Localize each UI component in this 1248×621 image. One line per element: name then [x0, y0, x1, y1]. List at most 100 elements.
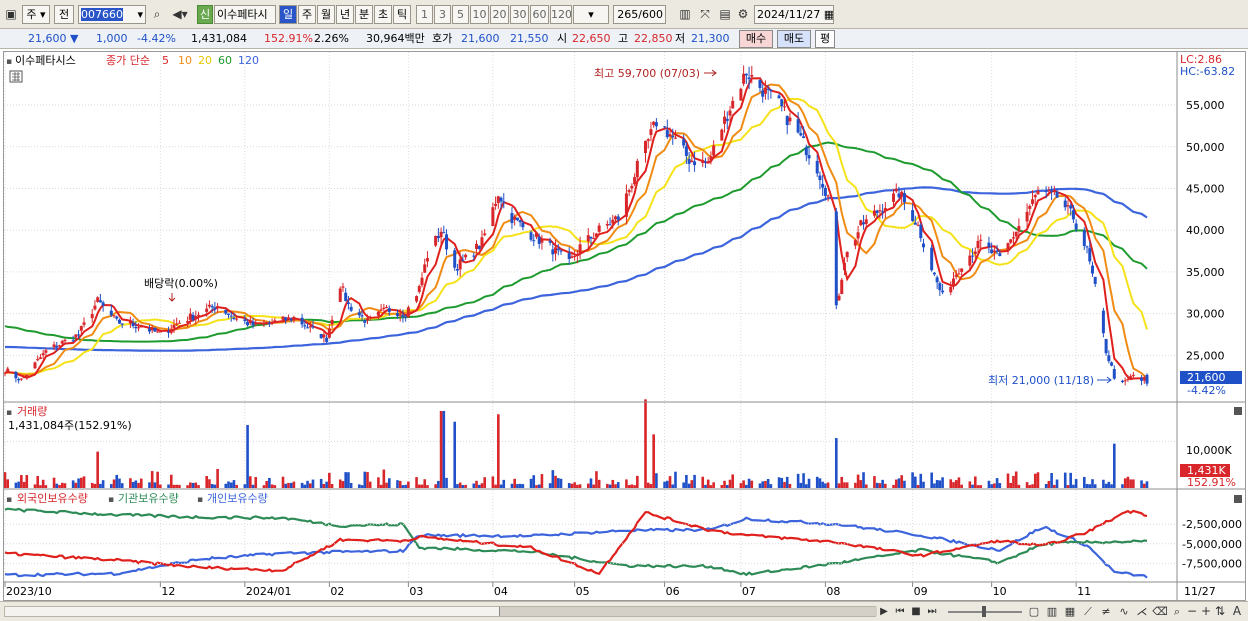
chart-area[interactable]: 55,000 50,000 45,000 40,000 35,000 30,000 25,0… — [3, 51, 1246, 601]
pattern-icon[interactable]: ⋌ — [1136, 605, 1148, 618]
holdings-legend-marker-3: ▪ — [197, 495, 203, 505]
period-tab-3[interactable]: 년 — [336, 5, 354, 24]
window-menu-icon[interactable]: ▣ — [5, 7, 17, 21]
interval-tab-60[interactable]: 60 — [530, 5, 549, 24]
legend-ma120[interactable]: 120 — [238, 54, 259, 67]
ma60-line — [4, 141, 1148, 343]
legend-ma-title[interactable]: 종가 단순 — [106, 54, 150, 67]
legend-ma60[interactable]: 60 — [218, 54, 232, 67]
settings-icon[interactable]: ⚙ — [737, 7, 749, 21]
legend-institution[interactable]: 기관보유수량 — [118, 492, 179, 505]
stock-chart[interactable]: 55,000 50,000 45,000 40,000 35,000 30,000 25,0… — [3, 52, 1245, 600]
fibo-icon[interactable]: ≠ — [1101, 605, 1111, 618]
volume-panel-close-icon[interactable] — [1234, 407, 1242, 415]
sell-button[interactable]: 매도 — [777, 30, 811, 48]
zoom-out-icon[interactable]: − — [1186, 604, 1198, 618]
period-tab-1[interactable]: 주 — [298, 5, 316, 24]
text-tool-icon[interactable]: A — [1232, 604, 1242, 618]
zoom-in-icon[interactable]: + — [1200, 604, 1212, 618]
legend-stock-name[interactable]: 이수페타시스 — [15, 54, 76, 67]
eraser-icon[interactable]: ⌫ — [1152, 605, 1168, 618]
volume-bar — [287, 482, 290, 488]
volume-bar — [14, 482, 18, 488]
candle-body — [300, 317, 304, 325]
reset-icon[interactable]: ⇅ — [1214, 604, 1226, 618]
volume-bar — [720, 485, 724, 488]
period-tab-5[interactable]: 초 — [374, 5, 392, 24]
stop-icon[interactable]: ■ — [911, 606, 921, 617]
volume-bar — [456, 484, 459, 488]
legend-ma10[interactable]: 10 — [178, 54, 192, 67]
sound-icon[interactable]: ◀▾ — [172, 7, 188, 21]
interval-tab-20[interactable]: 20 — [490, 5, 509, 24]
scroll-thumb[interactable] — [499, 607, 877, 616]
rewind-icon[interactable]: ⏮ — [895, 606, 905, 617]
count-field[interactable]: 265/600 — [613, 5, 666, 24]
volume-bar — [777, 477, 781, 488]
period-tab-4[interactable]: 분 — [355, 5, 373, 24]
volume-bar — [954, 480, 958, 488]
scroll-right-icon[interactable]: ▶ — [880, 606, 888, 617]
candle-body — [1069, 205, 1073, 209]
zoom-slider-handle[interactable] — [982, 606, 986, 617]
interval-tab-10[interactable]: 10 — [470, 5, 489, 24]
candle-body — [60, 341, 64, 344]
candle-body — [131, 322, 135, 327]
interval-tab-5[interactable]: 5 — [452, 5, 469, 24]
volume-title[interactable]: 거래량 — [17, 405, 47, 418]
x-axis-label: 12 — [161, 585, 175, 598]
stock-code-input[interactable]: 007660 ▾ — [78, 5, 146, 24]
legend-ma5[interactable]: 5 — [162, 54, 169, 67]
market-select[interactable]: 주 ▾ — [22, 5, 50, 24]
interval-tab-30[interactable]: 30 — [510, 5, 529, 24]
volume-bar — [701, 476, 705, 488]
holdings-panel-close-icon[interactable] — [1234, 495, 1242, 503]
interval-dropdown[interactable]: ▾ — [573, 5, 609, 24]
scroll-track[interactable] — [4, 606, 877, 617]
legend-ma20[interactable]: 20 — [198, 54, 212, 67]
volume-bar — [785, 476, 789, 488]
period-tab-6[interactable]: 틱 — [393, 5, 411, 24]
wave-icon[interactable]: ∿ — [1119, 605, 1129, 618]
volume-bar — [311, 479, 315, 488]
interval-tab-1[interactable]: 1 — [416, 5, 433, 24]
period-tab-2[interactable]: 월 — [317, 5, 335, 24]
volume-bar — [968, 481, 972, 488]
search-icon[interactable]: ⌕ — [153, 7, 161, 21]
table-toggle-icon[interactable] — [9, 70, 23, 83]
save-icon[interactable]: ▤ — [719, 7, 731, 21]
prev-button[interactable]: 전 — [54, 5, 74, 24]
candle-body — [902, 193, 906, 203]
trendline-icon[interactable]: ⟋ — [1084, 605, 1092, 618]
interval-tab-3[interactable]: 3 — [434, 5, 451, 24]
chart-layout-icon[interactable]: ▢ — [1028, 605, 1040, 618]
volume-bar — [548, 483, 552, 488]
period-tab-0[interactable]: 일 — [279, 5, 297, 24]
volume-bar — [1047, 480, 1051, 488]
volume-bar — [878, 483, 882, 488]
candle-body — [368, 316, 372, 319]
crosshair-icon[interactable]: ⤧ — [700, 7, 710, 21]
calendar-icon[interactable]: ▦ — [823, 8, 834, 21]
volume-bar — [894, 479, 898, 488]
date-field[interactable]: 2024/11/27 ▦ — [754, 5, 834, 24]
legend-foreign[interactable]: 외국인보유수량 — [17, 492, 88, 505]
bars-icon[interactable]: ▥ — [679, 7, 691, 21]
x-axis-label: 04 — [494, 585, 508, 598]
compare-icon[interactable]: ▦ — [1064, 605, 1076, 618]
legend-individual[interactable]: 개인보유수량 — [207, 492, 268, 505]
forward-icon[interactable]: ⏭ — [927, 606, 937, 617]
interval-tab-120[interactable]: 120 — [550, 5, 572, 24]
evaluate-button[interactable]: 평 — [815, 30, 835, 48]
split-icon[interactable]: ▥ — [1046, 605, 1058, 618]
candle-body — [769, 89, 773, 91]
volume-bar — [131, 481, 135, 488]
zoom-search-icon[interactable]: ⌕ — [1173, 605, 1181, 618]
candle-body — [1107, 355, 1111, 362]
candle-body — [1126, 379, 1130, 381]
candle-body — [167, 331, 171, 333]
buy-button[interactable]: 매수 — [739, 30, 773, 48]
candle-body — [1011, 237, 1015, 239]
volume-bar — [636, 475, 639, 488]
